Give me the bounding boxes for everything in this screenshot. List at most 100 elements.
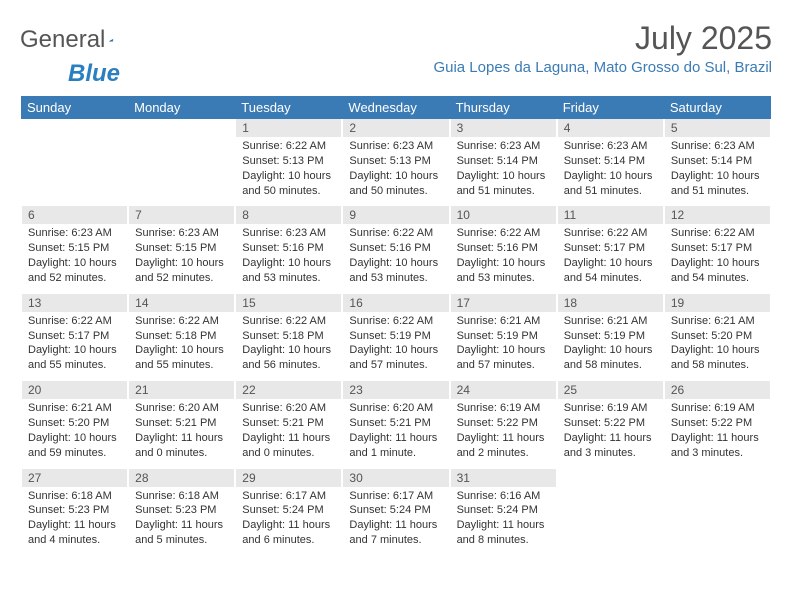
day-content-cell: Sunrise: 6:22 AMSunset: 5:16 PMDaylight:… <box>450 224 557 293</box>
day-content-cell: Sunrise: 6:22 AMSunset: 5:18 PMDaylight:… <box>235 312 342 381</box>
sunrise-line: Sunrise: 6:20 AM <box>349 401 442 416</box>
daylight-line: Daylight: 11 hours and 6 minutes. <box>242 518 335 548</box>
sunrise-line: Sunrise: 6:19 AM <box>671 401 764 416</box>
day-number-cell <box>664 469 771 487</box>
sunset-line: Sunset: 5:14 PM <box>457 154 550 169</box>
daylight-line: Daylight: 10 hours and 53 minutes. <box>349 256 442 286</box>
sunrise-line: Sunrise: 6:23 AM <box>242 226 335 241</box>
sunset-line: Sunset: 5:15 PM <box>28 241 121 256</box>
daylight-line: Daylight: 10 hours and 59 minutes. <box>28 431 121 461</box>
daylight-line: Daylight: 10 hours and 55 minutes. <box>135 343 228 373</box>
daylight-line: Daylight: 10 hours and 51 minutes. <box>564 169 657 199</box>
day-content-cell: Sunrise: 6:22 AMSunset: 5:16 PMDaylight:… <box>342 224 449 293</box>
sunrise-line: Sunrise: 6:20 AM <box>242 401 335 416</box>
sunrise-line: Sunrise: 6:19 AM <box>457 401 550 416</box>
sunrise-line: Sunrise: 6:18 AM <box>135 489 228 504</box>
weekday-header: Friday <box>557 96 664 119</box>
day-content-cell: Sunrise: 6:22 AMSunset: 5:17 PMDaylight:… <box>21 312 128 381</box>
day-number-cell: 19 <box>664 294 771 312</box>
logo-triangle-icon <box>109 31 113 49</box>
sunset-line: Sunset: 5:21 PM <box>135 416 228 431</box>
sunset-line: Sunset: 5:24 PM <box>242 503 335 518</box>
daylight-line: Daylight: 10 hours and 50 minutes. <box>349 169 442 199</box>
sunset-line: Sunset: 5:24 PM <box>349 503 442 518</box>
day-number-cell: 16 <box>342 294 449 312</box>
logo-text-blue: Blue <box>68 60 120 87</box>
day-number-cell <box>128 119 235 137</box>
day-content-cell <box>664 487 771 556</box>
sunrise-line: Sunrise: 6:22 AM <box>349 314 442 329</box>
day-number-row: 12345 <box>21 119 771 137</box>
sunrise-line: Sunrise: 6:22 AM <box>564 226 657 241</box>
day-content-cell: Sunrise: 6:18 AMSunset: 5:23 PMDaylight:… <box>128 487 235 556</box>
day-number-cell: 3 <box>450 119 557 137</box>
day-content-cell: Sunrise: 6:22 AMSunset: 5:13 PMDaylight:… <box>235 137 342 206</box>
sunset-line: Sunset: 5:21 PM <box>349 416 442 431</box>
day-number-cell <box>21 119 128 137</box>
day-content-row: Sunrise: 6:21 AMSunset: 5:20 PMDaylight:… <box>21 399 771 468</box>
sunset-line: Sunset: 5:13 PM <box>242 154 335 169</box>
day-content-cell: Sunrise: 6:19 AMSunset: 5:22 PMDaylight:… <box>664 399 771 468</box>
day-number-row: 13141516171819 <box>21 294 771 312</box>
day-content-cell <box>21 137 128 206</box>
daylight-line: Daylight: 10 hours and 58 minutes. <box>671 343 764 373</box>
daylight-line: Daylight: 11 hours and 0 minutes. <box>135 431 228 461</box>
day-number-cell <box>557 469 664 487</box>
day-content-cell: Sunrise: 6:22 AMSunset: 5:18 PMDaylight:… <box>128 312 235 381</box>
sunset-line: Sunset: 5:19 PM <box>349 329 442 344</box>
day-number-cell: 11 <box>557 206 664 224</box>
day-number-cell: 2 <box>342 119 449 137</box>
daylight-line: Daylight: 11 hours and 7 minutes. <box>349 518 442 548</box>
sunset-line: Sunset: 5:16 PM <box>349 241 442 256</box>
day-number-cell: 17 <box>450 294 557 312</box>
sunrise-line: Sunrise: 6:23 AM <box>28 226 121 241</box>
day-number-cell: 31 <box>450 469 557 487</box>
daylight-line: Daylight: 10 hours and 55 minutes. <box>28 343 121 373</box>
daylight-line: Daylight: 10 hours and 50 minutes. <box>242 169 335 199</box>
sunrise-line: Sunrise: 6:22 AM <box>671 226 764 241</box>
sunset-line: Sunset: 5:24 PM <box>457 503 550 518</box>
day-number-cell: 23 <box>342 381 449 399</box>
day-content-cell: Sunrise: 6:23 AMSunset: 5:14 PMDaylight:… <box>450 137 557 206</box>
sunset-line: Sunset: 5:18 PM <box>135 329 228 344</box>
sunset-line: Sunset: 5:20 PM <box>671 329 764 344</box>
sunset-line: Sunset: 5:16 PM <box>457 241 550 256</box>
day-content-row: Sunrise: 6:23 AMSunset: 5:15 PMDaylight:… <box>21 224 771 293</box>
day-number-cell: 29 <box>235 469 342 487</box>
daylight-line: Daylight: 10 hours and 52 minutes. <box>28 256 121 286</box>
logo: General <box>20 26 135 54</box>
day-content-cell: Sunrise: 6:17 AMSunset: 5:24 PMDaylight:… <box>342 487 449 556</box>
sunrise-line: Sunrise: 6:23 AM <box>349 139 442 154</box>
day-content-cell: Sunrise: 6:21 AMSunset: 5:19 PMDaylight:… <box>557 312 664 381</box>
day-number-row: 20212223242526 <box>21 381 771 399</box>
day-content-cell: Sunrise: 6:21 AMSunset: 5:19 PMDaylight:… <box>450 312 557 381</box>
daylight-line: Daylight: 10 hours and 52 minutes. <box>135 256 228 286</box>
day-content-cell: Sunrise: 6:23 AMSunset: 5:14 PMDaylight:… <box>664 137 771 206</box>
daylight-line: Daylight: 11 hours and 2 minutes. <box>457 431 550 461</box>
day-number-cell: 7 <box>128 206 235 224</box>
day-content-row: Sunrise: 6:22 AMSunset: 5:17 PMDaylight:… <box>21 312 771 381</box>
daylight-line: Daylight: 10 hours and 54 minutes. <box>671 256 764 286</box>
sunrise-line: Sunrise: 6:21 AM <box>457 314 550 329</box>
day-content-cell: Sunrise: 6:23 AMSunset: 5:14 PMDaylight:… <box>557 137 664 206</box>
weekday-header: Sunday <box>21 96 128 119</box>
day-number-cell: 18 <box>557 294 664 312</box>
day-content-row: Sunrise: 6:22 AMSunset: 5:13 PMDaylight:… <box>21 137 771 206</box>
day-content-cell: Sunrise: 6:22 AMSunset: 5:17 PMDaylight:… <box>664 224 771 293</box>
weekday-header: Saturday <box>664 96 771 119</box>
day-number-cell: 22 <box>235 381 342 399</box>
sunset-line: Sunset: 5:14 PM <box>671 154 764 169</box>
sunset-line: Sunset: 5:23 PM <box>28 503 121 518</box>
sunset-line: Sunset: 5:22 PM <box>564 416 657 431</box>
day-number-cell: 10 <box>450 206 557 224</box>
day-content-cell: Sunrise: 6:18 AMSunset: 5:23 PMDaylight:… <box>21 487 128 556</box>
day-content-cell: Sunrise: 6:20 AMSunset: 5:21 PMDaylight:… <box>342 399 449 468</box>
sunset-line: Sunset: 5:19 PM <box>564 329 657 344</box>
sunrise-line: Sunrise: 6:23 AM <box>457 139 550 154</box>
day-content-cell: Sunrise: 6:22 AMSunset: 5:17 PMDaylight:… <box>557 224 664 293</box>
day-number-cell: 1 <box>235 119 342 137</box>
day-number-cell: 21 <box>128 381 235 399</box>
sunrise-line: Sunrise: 6:16 AM <box>457 489 550 504</box>
sunrise-line: Sunrise: 6:23 AM <box>671 139 764 154</box>
sunset-line: Sunset: 5:16 PM <box>242 241 335 256</box>
